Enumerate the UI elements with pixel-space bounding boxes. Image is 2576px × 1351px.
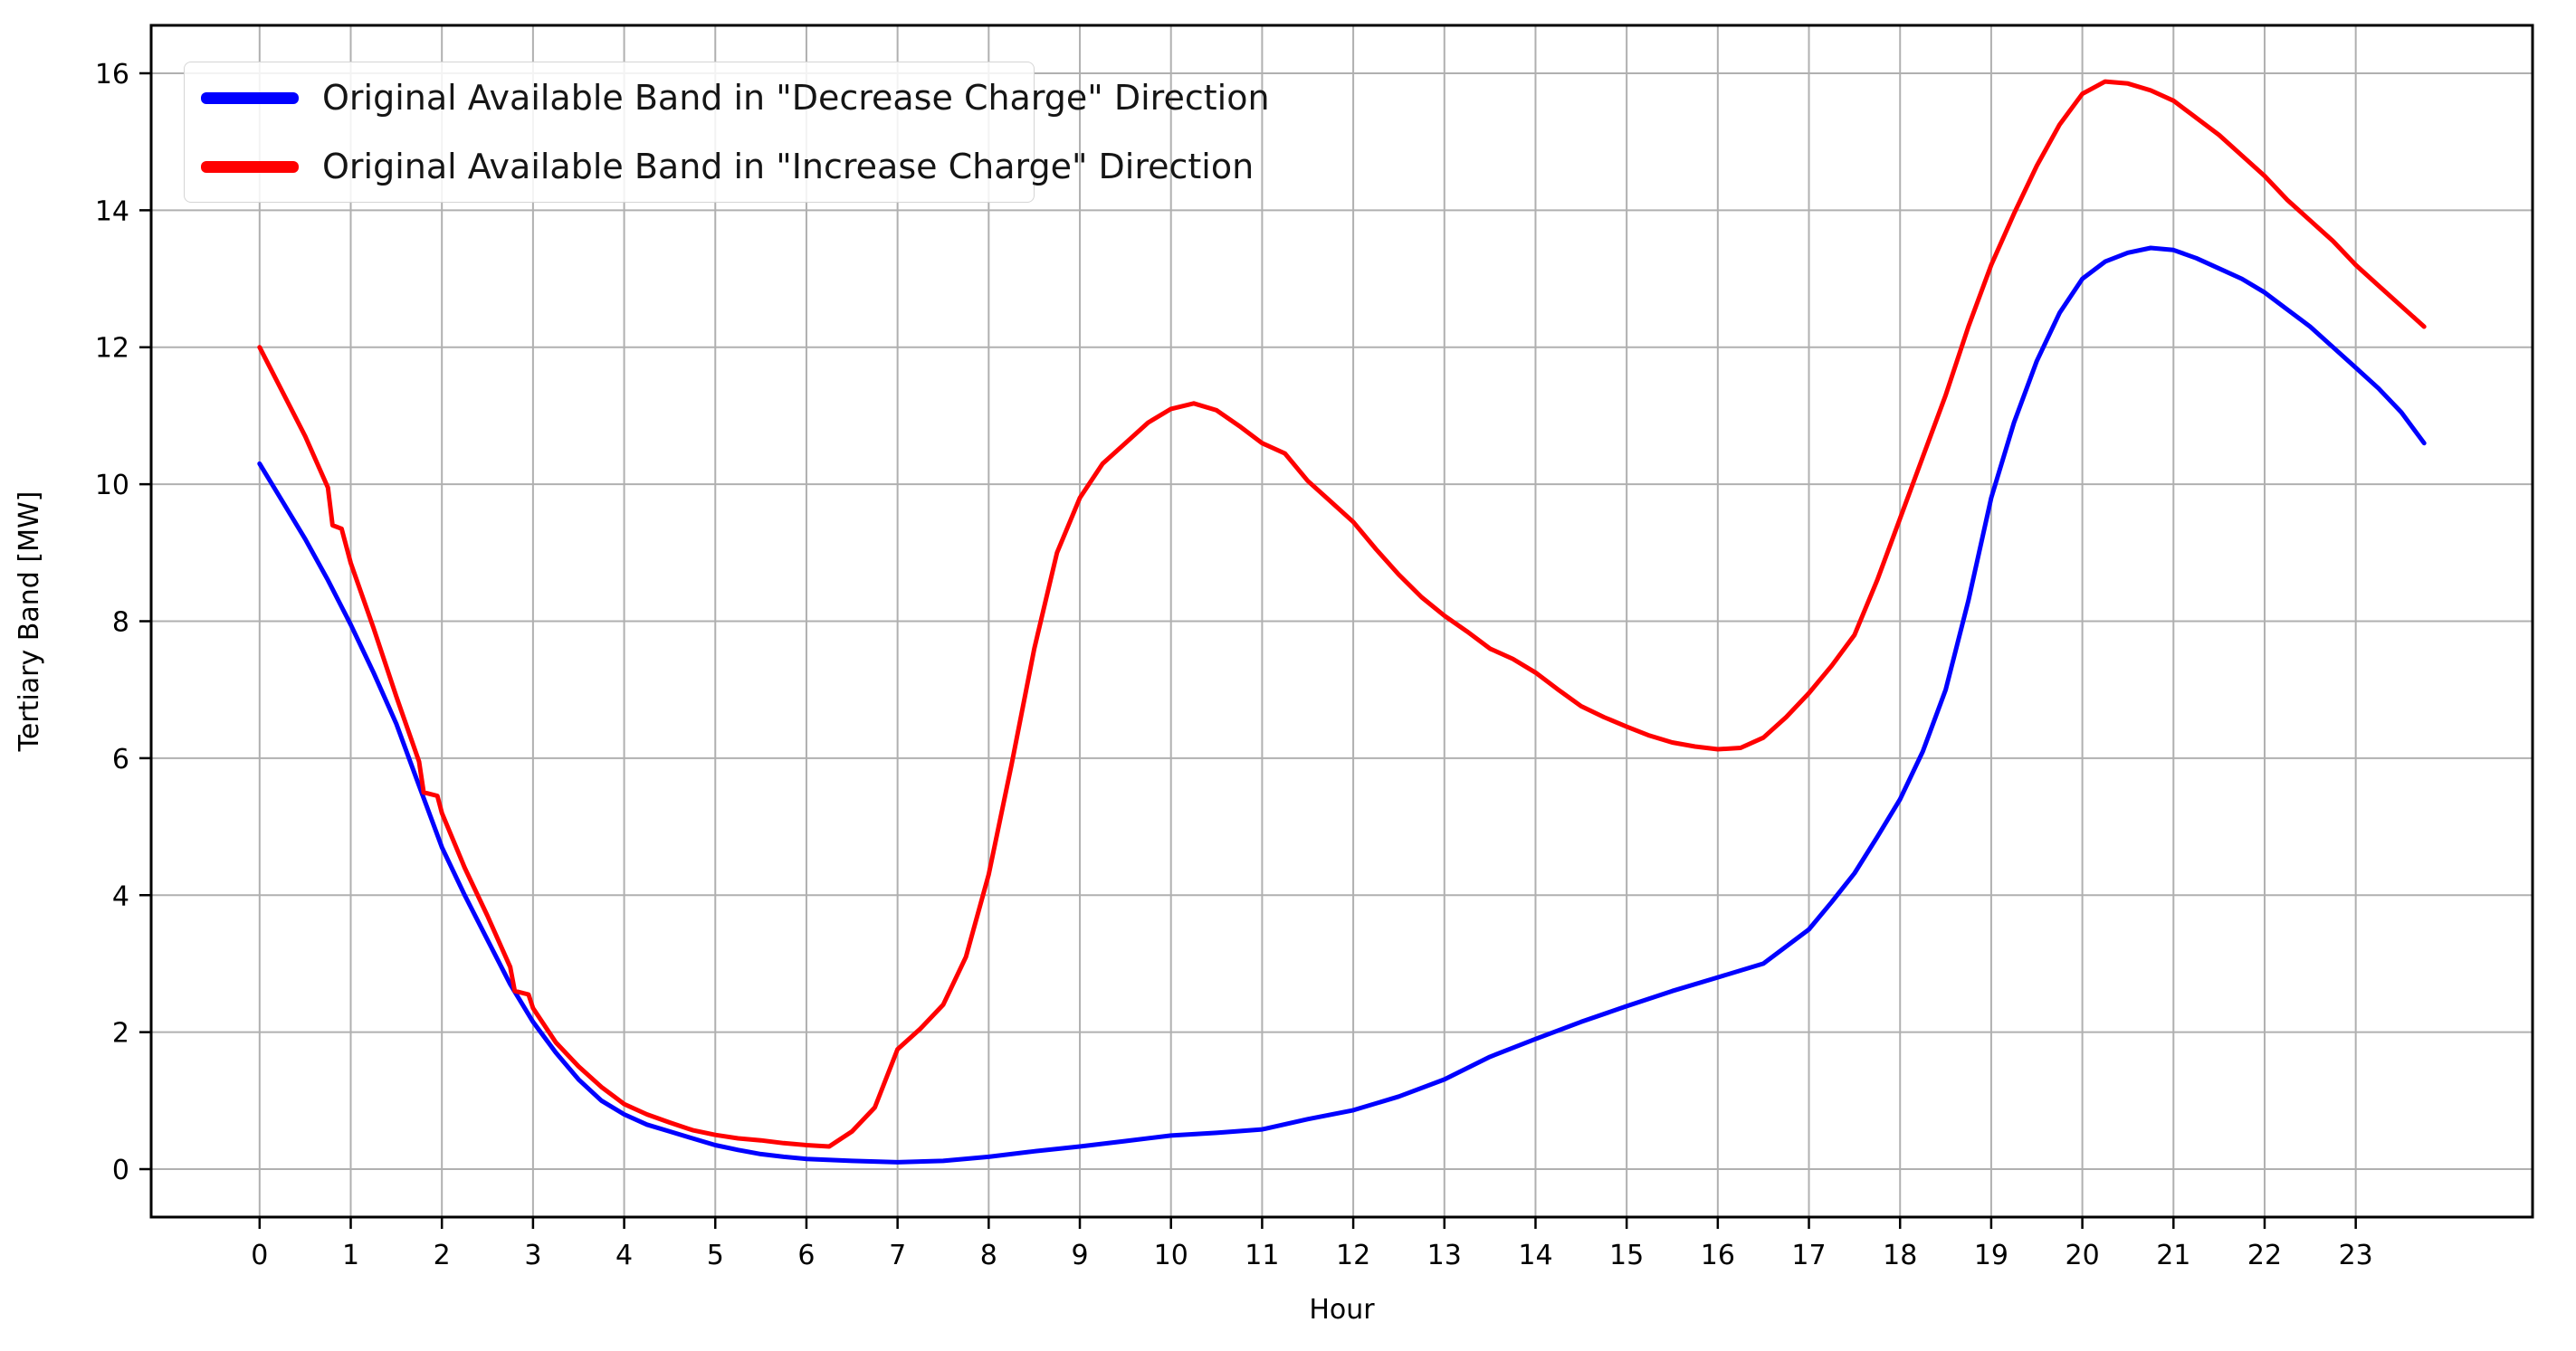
x-tick-label: 10 <box>1154 1240 1188 1271</box>
y-tick-label: 4 <box>112 880 129 912</box>
y-tick-label: 16 <box>95 59 129 90</box>
x-tick-label: 4 <box>615 1240 633 1271</box>
x-tick-label: 14 <box>1518 1240 1552 1271</box>
x-tick-label: 3 <box>524 1240 541 1271</box>
x-tick-label: 22 <box>2247 1240 2282 1271</box>
legend: Original Available Band in "Decrease Cha… <box>184 62 1270 203</box>
x-tick-label: 18 <box>1883 1240 1917 1271</box>
x-tick-label: 15 <box>1609 1240 1644 1271</box>
x-tick-label: 20 <box>2066 1240 2100 1271</box>
x-tick-label: 9 <box>1071 1240 1088 1271</box>
x-axis-label: Hour <box>1309 1294 1375 1326</box>
legend-item-decrease: Original Available Band in "Decrease Cha… <box>201 71 1270 124</box>
x-tick-label: 1 <box>342 1240 359 1271</box>
y-tick-label: 2 <box>112 1018 129 1050</box>
x-tick-label: 11 <box>1245 1240 1279 1271</box>
y-tick-label: 8 <box>112 607 129 639</box>
y-axis-label: Tertiary Band [MW] <box>14 491 45 753</box>
series-line-increase <box>257 79 2427 1149</box>
x-tick-label: 16 <box>1701 1240 1735 1271</box>
x-tick-label: 23 <box>2339 1240 2373 1271</box>
x-tick-label: 21 <box>2156 1240 2190 1271</box>
y-tick-label: 6 <box>112 744 129 775</box>
x-tick-label: 19 <box>1974 1240 2008 1271</box>
legend-label-increase: Original Available Band in "Increase Cha… <box>322 147 1255 186</box>
x-tick-label: 12 <box>1336 1240 1370 1271</box>
legend-line-swatch-blue <box>201 91 299 104</box>
y-tick-label: 14 <box>95 195 129 227</box>
x-tick-label: 8 <box>980 1240 997 1271</box>
y-tick-label: 10 <box>95 470 129 501</box>
legend-line-swatch-red <box>201 160 299 173</box>
legend-item-increase: Original Available Band in "Increase Cha… <box>201 140 1254 193</box>
legend-label-decrease: Original Available Band in "Decrease Cha… <box>322 78 1270 118</box>
series-line-decrease <box>257 245 2427 1165</box>
x-tick-label: 5 <box>707 1240 724 1271</box>
x-tick-label: 0 <box>251 1240 268 1271</box>
x-tick-label: 2 <box>434 1240 451 1271</box>
x-tick-label: 13 <box>1427 1240 1462 1271</box>
x-tick-label: 7 <box>889 1240 906 1271</box>
x-tick-label: 6 <box>797 1240 815 1271</box>
y-tick-label: 12 <box>95 333 129 365</box>
y-tick-label: 0 <box>112 1155 129 1186</box>
x-tick-label: 17 <box>1791 1240 1826 1271</box>
